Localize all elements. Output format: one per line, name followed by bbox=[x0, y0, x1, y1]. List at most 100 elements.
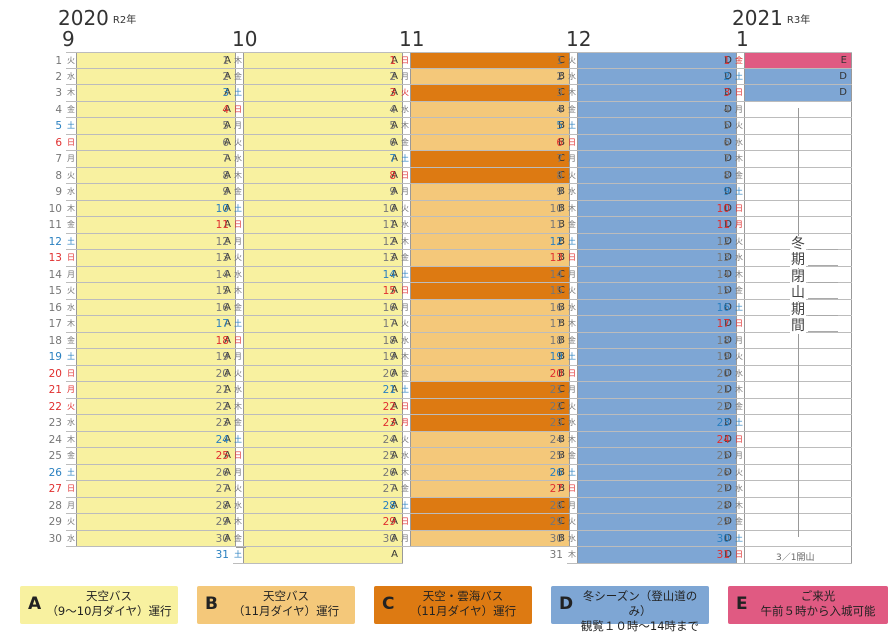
schedule-cell: B bbox=[410, 316, 570, 332]
weekday-label: 日 bbox=[67, 368, 75, 378]
schedule-code: A bbox=[391, 400, 398, 412]
day-row: 24 土 A bbox=[216, 431, 403, 448]
day-number: 20 bbox=[382, 367, 396, 380]
schedule-cell bbox=[744, 530, 852, 546]
schedule-code: A bbox=[391, 516, 398, 527]
schedule-code: C bbox=[558, 153, 565, 164]
schedule-code: A bbox=[224, 87, 231, 98]
schedule-code: B bbox=[558, 235, 565, 247]
weekday-label: 火 bbox=[67, 517, 75, 526]
day-number: 4 bbox=[723, 103, 730, 116]
weekday-label: 土 bbox=[568, 121, 576, 130]
schedule-code: A bbox=[391, 318, 398, 329]
day-row: 14 土 C bbox=[383, 266, 570, 283]
day-number: 19 bbox=[382, 351, 396, 363]
weekday-label: 月 bbox=[234, 236, 242, 246]
day-number: 7 bbox=[222, 153, 229, 165]
day-number: 22 bbox=[215, 400, 229, 413]
schedule-cell: D bbox=[577, 415, 737, 431]
schedule-code: B bbox=[558, 450, 565, 461]
schedule-code: D bbox=[839, 70, 847, 82]
day-number: 27 bbox=[215, 483, 229, 495]
day-number: 12 bbox=[716, 235, 730, 248]
day-number: 6 bbox=[723, 136, 730, 149]
day-row: 14 月 D bbox=[550, 266, 737, 283]
day-row: 11 水 B bbox=[383, 217, 570, 234]
schedule-code: A bbox=[391, 549, 398, 560]
month-label: 12 bbox=[566, 27, 592, 51]
weekday-label: 木 bbox=[401, 352, 409, 361]
day-row: 18 日 A bbox=[216, 332, 403, 349]
weekday-label: 木 bbox=[735, 154, 743, 163]
day-number: 3 bbox=[222, 87, 229, 99]
schedule-code: A bbox=[224, 285, 231, 296]
schedule-code: C bbox=[558, 516, 565, 527]
day-row: 21 水 A bbox=[216, 382, 403, 399]
schedule-cell: A bbox=[243, 134, 403, 150]
day-number: 11 bbox=[48, 219, 62, 231]
schedule-code: A bbox=[224, 55, 231, 66]
day-number: 25 bbox=[716, 450, 730, 462]
schedule-code: B bbox=[558, 318, 565, 329]
schedule-code: B bbox=[558, 483, 565, 494]
weekday-label: 水 bbox=[735, 253, 743, 262]
schedule-cell: C bbox=[410, 167, 570, 183]
weekday-label: 水 bbox=[67, 71, 75, 81]
legend-line: ご来光 bbox=[800, 589, 836, 603]
day-row: 12 土 A bbox=[49, 233, 236, 250]
day-number: 16 bbox=[716, 301, 730, 314]
day-number: 20 bbox=[716, 367, 730, 380]
day-row: 26 土 D bbox=[550, 464, 737, 481]
day-number: 9 bbox=[556, 186, 563, 198]
weekday-label: 金 bbox=[568, 220, 576, 229]
day-number: 21 bbox=[549, 384, 563, 396]
schedule-cell: B bbox=[410, 184, 570, 200]
era-2021-label: R3年 bbox=[786, 15, 811, 26]
day-number: 2 bbox=[723, 70, 730, 83]
schedule-cell: A bbox=[243, 316, 403, 332]
day-row: 14 月 A bbox=[49, 266, 236, 283]
day-number: 28 bbox=[549, 499, 563, 512]
schedule-cell: B bbox=[410, 233, 570, 249]
schedule-code: A bbox=[224, 153, 231, 164]
day-row: 23 水 A bbox=[49, 415, 236, 432]
day-row: 25 水 B bbox=[383, 448, 570, 465]
schedule-code: B bbox=[558, 202, 565, 214]
schedule-cell: D bbox=[577, 134, 737, 150]
legend-item: A 天空バス （9～10月ダイヤ）運行 bbox=[20, 586, 178, 624]
day-number: 24 bbox=[215, 433, 229, 446]
schedule-cell: D bbox=[577, 332, 737, 348]
schedule-code: A bbox=[391, 417, 398, 428]
day-number: 9 bbox=[723, 186, 730, 198]
day-number: 19 bbox=[215, 351, 229, 363]
weekday-label: 水 bbox=[401, 335, 409, 345]
era-2020-label: R2年 bbox=[112, 15, 137, 26]
closure-char: 間 bbox=[791, 318, 805, 334]
weekday-label: 水 bbox=[401, 104, 409, 114]
weekday-label: 日 bbox=[735, 550, 743, 559]
day-row: 30 月 B bbox=[383, 530, 570, 547]
weekday-label: 水 bbox=[735, 484, 743, 493]
schedule-code: A bbox=[391, 169, 398, 181]
schedule-cell: A bbox=[76, 118, 236, 134]
day-row: 27 日 D bbox=[550, 481, 737, 498]
day-row: 22 日 C bbox=[383, 398, 570, 415]
day-row: 15 木 A bbox=[216, 283, 403, 300]
day-number: 13 bbox=[716, 252, 730, 264]
day-number: 1 bbox=[389, 55, 396, 67]
schedule-code: C bbox=[558, 417, 565, 428]
day-number: 30 bbox=[716, 532, 730, 545]
closure-dash bbox=[808, 281, 838, 283]
weekday-label: 月 bbox=[234, 467, 242, 477]
schedule-code: B bbox=[558, 334, 565, 346]
day-row: 22 火 D bbox=[550, 398, 737, 415]
weekday-label: 土 bbox=[401, 154, 409, 163]
weekday-label: 水 bbox=[401, 220, 409, 229]
schedule-cell: A bbox=[76, 283, 236, 299]
schedule-code: A bbox=[391, 70, 398, 82]
weekday-label: 火 bbox=[67, 401, 75, 411]
day-row: 12 土 D bbox=[550, 233, 737, 250]
